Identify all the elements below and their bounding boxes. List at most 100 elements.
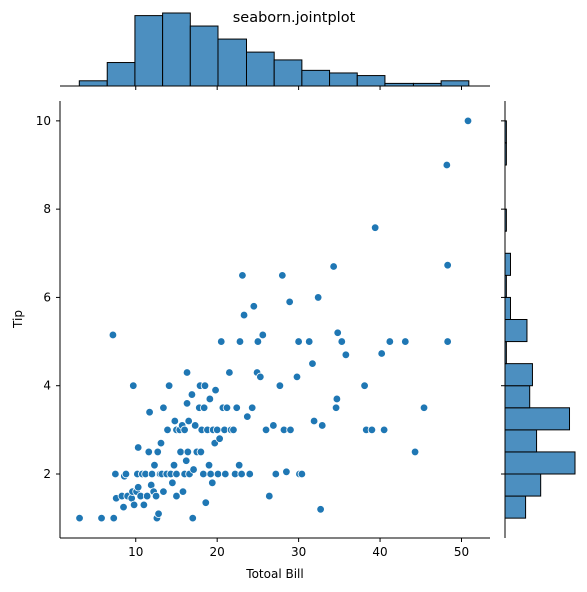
scatter-point	[184, 416, 193, 426]
x-tick-label: 20	[210, 545, 225, 559]
scatter-point	[443, 337, 452, 346]
scatter-point	[331, 403, 341, 412]
scatter-point	[206, 469, 215, 479]
y-marginal-histogram	[501, 101, 576, 538]
y-histogram-bar	[504, 407, 571, 431]
scatter-point	[147, 469, 157, 479]
x-histogram-bar	[217, 38, 247, 87]
y-tick-label: 2	[43, 467, 51, 481]
scatter-point	[256, 372, 265, 382]
scatter-point	[370, 223, 380, 232]
x-histogram-bar	[162, 12, 191, 87]
scatter-point	[182, 456, 191, 465]
scatter-point	[269, 421, 278, 430]
scatter-point	[154, 509, 163, 518]
x-marginal-histogram	[60, 12, 490, 90]
x-histogram-bar	[301, 69, 331, 87]
scatter-point	[308, 359, 317, 368]
scatter-point	[360, 381, 369, 390]
scatter-point	[443, 261, 452, 270]
scatter-point	[222, 403, 232, 412]
scatter-point	[121, 469, 131, 479]
x-histogram-bar	[189, 25, 219, 87]
scatter-point	[183, 447, 193, 457]
scatter-point	[410, 447, 420, 457]
scatter-point	[159, 487, 168, 496]
scatter-point	[286, 425, 295, 435]
scatter-point	[225, 368, 234, 377]
x-histogram-bar	[106, 62, 136, 87]
scatter-point	[385, 337, 395, 346]
x-histogram-bar	[134, 15, 164, 87]
scatter-point	[180, 425, 189, 435]
scatter-point	[145, 407, 154, 417]
x-axis-ticks: 10 20 30 40 50	[128, 538, 469, 559]
scatter-point	[318, 421, 327, 430]
scatter-point	[282, 467, 291, 476]
scatter-point	[142, 491, 152, 501]
scatter-point	[401, 337, 410, 346]
scatter-point	[294, 337, 303, 346]
scatter-point	[153, 447, 162, 457]
scatter-point	[187, 390, 197, 399]
scatter-point	[108, 330, 118, 340]
scatter-point	[232, 403, 241, 412]
scatter-point	[199, 469, 208, 479]
scatter-point	[204, 460, 214, 470]
scatter-point	[265, 491, 274, 501]
y-tick-label: 8	[43, 202, 51, 216]
scatter-point	[205, 394, 215, 404]
scatter-point	[129, 500, 139, 510]
scatter-points	[75, 116, 473, 523]
joint-scatter-plot: 10 20 30 40 50 2 4 6 8 10	[36, 101, 490, 559]
scatter-point	[170, 416, 180, 426]
scatter-point	[235, 337, 245, 346]
scatter-point	[129, 381, 138, 390]
scatter-point	[229, 425, 238, 435]
scatter-point	[217, 337, 226, 346]
y-histogram-bar	[504, 385, 531, 409]
scatter-point	[196, 447, 206, 457]
scatter-point	[190, 421, 200, 430]
scatter-point	[271, 469, 281, 479]
scatter-point	[150, 460, 159, 470]
y-tick-label: 10	[36, 114, 51, 128]
scatter-point	[309, 416, 319, 426]
scatter-point	[313, 293, 323, 302]
x-histogram-bar	[356, 75, 386, 87]
scatter-point	[245, 469, 254, 479]
scatter-point	[278, 271, 287, 280]
y-histogram-bar	[504, 319, 528, 343]
scatter-point	[144, 447, 153, 457]
scatter-point	[133, 483, 143, 492]
scatter-point	[238, 271, 247, 280]
scatter-point	[199, 403, 209, 412]
x-histogram-bar	[329, 72, 358, 87]
scatter-point	[119, 502, 128, 512]
scatter-point	[337, 337, 346, 346]
scatter-point	[201, 498, 210, 507]
scatter-point	[212, 425, 222, 435]
chart-title: seaborn.jointplot	[233, 10, 356, 26]
scatter-point	[176, 447, 185, 457]
scatter-point	[234, 460, 244, 470]
scatter-point	[297, 469, 307, 479]
y-histogram-bar	[504, 495, 527, 519]
x-tick-label: 40	[372, 545, 387, 559]
scatter-point	[463, 116, 473, 126]
y-tick-label: 6	[43, 290, 51, 304]
scatter-point	[169, 460, 179, 470]
scatter-point	[367, 425, 377, 435]
scatter-point	[243, 412, 252, 421]
scatter-point	[329, 262, 338, 271]
scatter-point	[275, 381, 285, 390]
scatter-point	[200, 381, 210, 390]
scatter-point	[332, 394, 342, 404]
y-axis-label: Tip	[11, 310, 25, 329]
scatter-point	[442, 160, 452, 170]
y-histogram-bar	[504, 296, 511, 320]
scatter-point	[258, 330, 267, 340]
x-histogram-bar	[440, 80, 470, 87]
scatter-point	[249, 302, 259, 311]
